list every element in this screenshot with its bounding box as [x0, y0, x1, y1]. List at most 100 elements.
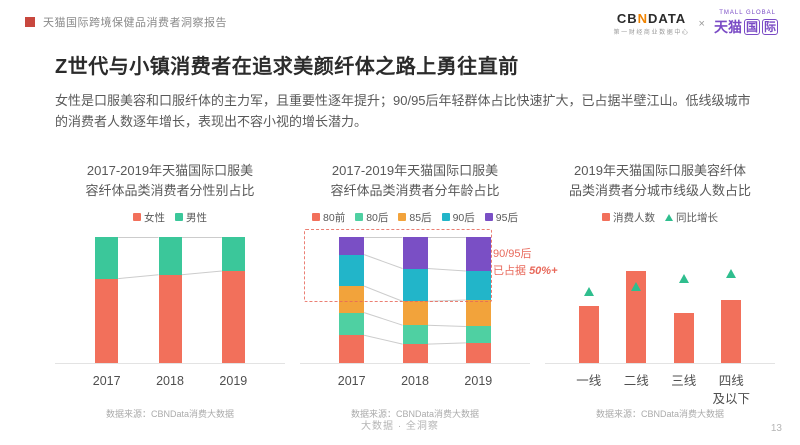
- chart-title: 2019年天猫国际口服美容纤体 品类消费者分城市线级人数占比: [568, 163, 751, 198]
- bar-segment: [402, 301, 428, 326]
- bar-segment: [221, 271, 245, 363]
- legend-item: 女性: [133, 210, 165, 225]
- chart-source-note: 数据来源：CBNData消费大数据: [350, 409, 479, 419]
- chart-source-note: 数据来源：CBNData消费大数据: [595, 409, 724, 419]
- chart-gender-share: 2017-2019年天猫国际口服美 容纤体品类消费者分性别占比 女性 男性 201…: [55, 155, 285, 420]
- legend-swatch-icon: [484, 213, 493, 221]
- chart-legend: 女性 男性: [55, 209, 285, 225]
- legend-label: 女性: [144, 211, 165, 224]
- tmall-global-logo: TMALL GLOBAL 天猫国际: [714, 10, 778, 37]
- header-left: 天猫国际跨境保健品消费者洞察报告: [25, 14, 227, 30]
- legend-label: 同比增长: [676, 211, 718, 224]
- tmall-boxed-char-1: 国: [743, 19, 760, 35]
- bar-segment: [339, 286, 365, 313]
- x-axis-label: 二线: [623, 374, 649, 388]
- legend-label: 80后: [366, 211, 389, 224]
- legend-label: 85后: [409, 211, 432, 224]
- chart-source-note: 数据来源：CBNData消费大数据: [105, 409, 234, 419]
- bar-segment: [402, 268, 428, 302]
- cbn-suffix: DATA: [648, 11, 687, 26]
- logo-separator-x: ×: [698, 17, 705, 30]
- legend-swatch-icon: [398, 213, 407, 221]
- legend-item: 80前: [312, 210, 345, 225]
- x-axis-label: 四线 及以下: [712, 374, 751, 407]
- legend-swatch-icon: [602, 213, 610, 221]
- consumer-count-bar: [626, 271, 647, 363]
- bar-segment: [339, 254, 365, 287]
- bar-segment: [339, 335, 365, 363]
- page-title: Z世代与小镇消费者在追求美颜纤体之路上勇往直前: [55, 56, 519, 78]
- tmall-boxed-char-2: 际: [761, 19, 778, 35]
- highlight-dashed-box: [304, 229, 492, 302]
- legend-item: 同比增长: [665, 210, 718, 225]
- chart-legend: 消费人数 同比增长: [545, 209, 775, 225]
- bar-segment: [402, 237, 428, 269]
- cbn-mid: N: [637, 11, 649, 26]
- bar-segment: [402, 344, 428, 363]
- header-logos: CBNDATA 第一财经商业数据中心 × TMALL GLOBAL 天猫国际: [614, 10, 778, 37]
- legend-item: 消费人数: [602, 210, 655, 225]
- annotation-line2: 已占据 50%+: [493, 265, 558, 278]
- charts-row: 2017-2019年天猫国际口服美 容纤体品类消费者分性别占比 女性 男性 201…: [55, 155, 775, 420]
- legend-item: 80后: [355, 210, 388, 225]
- chart-title: 2017-2019年天猫国际口服美 容纤体品类消费者分性别占比: [85, 163, 255, 198]
- legend-item: 男性: [175, 210, 207, 225]
- header: 天猫国际跨境保健品消费者洞察报告 CBNDATA 第一财经商业数据中心 × TM…: [25, 10, 778, 37]
- chart-plot-area: [545, 237, 775, 364]
- chart-legend: 80前 80后 85后 90后 95后: [300, 209, 530, 225]
- tmall-plain: 天猫: [713, 19, 742, 35]
- bar-segment: [339, 237, 365, 255]
- legend-item: 85后: [398, 210, 432, 225]
- cbndata-logo: CBNDATA 第一财经商业数据中心: [614, 11, 690, 36]
- report-title: 天猫国际跨境保健品消费者洞察报告: [43, 17, 227, 29]
- annotation-line1: 90/95后: [493, 248, 532, 260]
- legend-swatch-icon: [175, 213, 183, 221]
- legend-swatch-icon: [441, 213, 450, 221]
- legend-label: 95后: [495, 211, 518, 224]
- x-axis-label: 一线: [576, 374, 602, 388]
- legend-swatch-icon: [312, 213, 321, 221]
- bar-segment: [95, 237, 119, 279]
- intro-paragraph: 女性是口服美容和口服纤体的主力军，且重要性逐年提升；90/95后年轻群体占比快速…: [55, 93, 751, 130]
- bar-segment: [158, 274, 182, 363]
- footer-slogan: 大数据 · 全洞察: [361, 421, 439, 432]
- legend-item: 95后: [484, 210, 518, 225]
- legend-label: 消费人数: [613, 211, 655, 224]
- cbndata-wordmark: CBNDATA: [617, 11, 686, 26]
- bar-segment: [465, 237, 491, 272]
- x-axis-label: 2017: [92, 374, 121, 388]
- bar-segment: [465, 271, 491, 300]
- chart-title: 2017-2019年天猫国际口服美 容纤体品类消费者分年龄占比: [330, 163, 500, 198]
- growth-triangle-icon: [583, 287, 594, 297]
- consumer-count-bar: [578, 306, 599, 363]
- bar-segment: [465, 342, 491, 363]
- growth-triangle-icon: [678, 273, 689, 283]
- bar-segment: [402, 325, 428, 345]
- x-axis-label: 2018: [401, 374, 429, 388]
- growth-triangle-icon: [726, 268, 737, 278]
- legend-swatch-icon: [133, 213, 141, 221]
- page-number: 13: [770, 423, 782, 434]
- tmall-global-wordmark: 天猫国际: [714, 17, 778, 37]
- chart-x-axis-labels: 2017 2018 2019: [300, 369, 530, 403]
- chart-age-share: 2017-2019年天猫国际口服美 容纤体品类消费者分年龄占比 80前 80后 85…: [300, 155, 558, 420]
- bar-segment: [465, 326, 491, 343]
- tmall-global-small-text: TMALL GLOBAL: [719, 10, 776, 16]
- highlight-annotation: 90/95后已占据 50%+: [493, 246, 558, 280]
- chart-plot-area: 90/95后已占据 50%+: [300, 229, 558, 364]
- bar-segment: [465, 300, 491, 327]
- chart-plot-area: [55, 237, 285, 364]
- cbndata-subtitle: 第一财经商业数据中心: [613, 30, 690, 36]
- x-axis-label: 2019: [219, 374, 248, 388]
- x-axis-label: 2018: [156, 374, 184, 388]
- bar-segment: [221, 237, 245, 272]
- x-axis-label: 三线: [671, 374, 697, 388]
- consumer-count-bar: [673, 312, 694, 363]
- triangle-icon: [665, 213, 673, 221]
- cbn-prefix: CB: [616, 11, 638, 26]
- legend-swatch-icon: [355, 213, 364, 221]
- chart-city-tier: 2019年天猫国际口服美容纤体 品类消费者分城市线级人数占比 消费人数 同比增长 …: [545, 155, 775, 420]
- bar-segment: [339, 312, 365, 336]
- legend-label: 男性: [186, 211, 207, 224]
